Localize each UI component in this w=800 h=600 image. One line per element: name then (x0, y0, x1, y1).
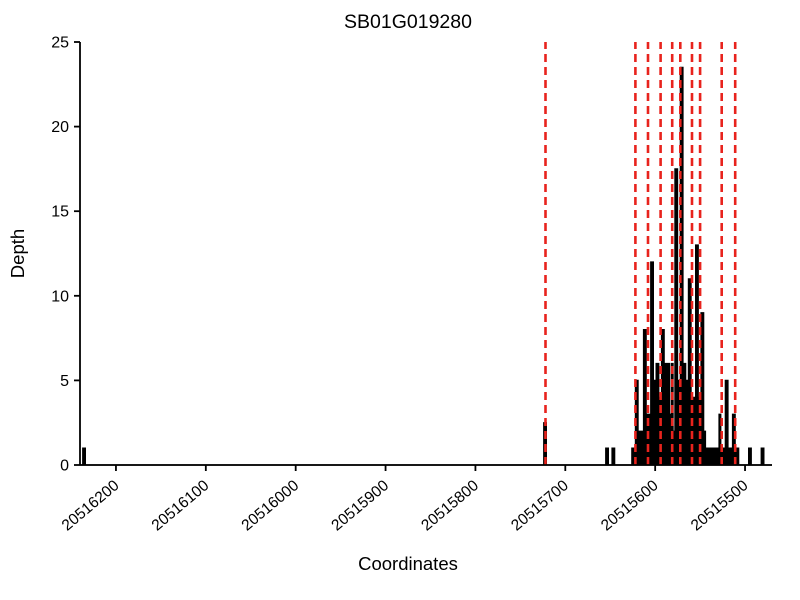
x-tick-label: 20516200 (59, 477, 123, 535)
y-tick-label: 20 (51, 119, 69, 136)
x-tick-label: 20516100 (149, 477, 213, 535)
chart-title: SB01G019280 (344, 11, 472, 33)
y-tick-label: 15 (51, 204, 69, 221)
y-axis-label: Depth (7, 229, 28, 278)
x-axis-label: Coordinates (358, 553, 458, 574)
depth-area (80, 66, 772, 466)
y-tick-label: 25 (51, 35, 69, 52)
x-tick-label: 20515800 (418, 477, 482, 535)
y-tick-label: 5 (60, 373, 69, 390)
y-tick-label: 0 (60, 458, 69, 475)
y-tick-label: 10 (51, 288, 69, 305)
x-tick-label: 20515600 (598, 477, 662, 535)
x-tick-label: 20515900 (328, 477, 392, 535)
x-tick-label: 20515500 (688, 477, 752, 535)
x-tick-label: 20515700 (508, 477, 572, 535)
x-tick-label: 20516000 (238, 477, 302, 535)
